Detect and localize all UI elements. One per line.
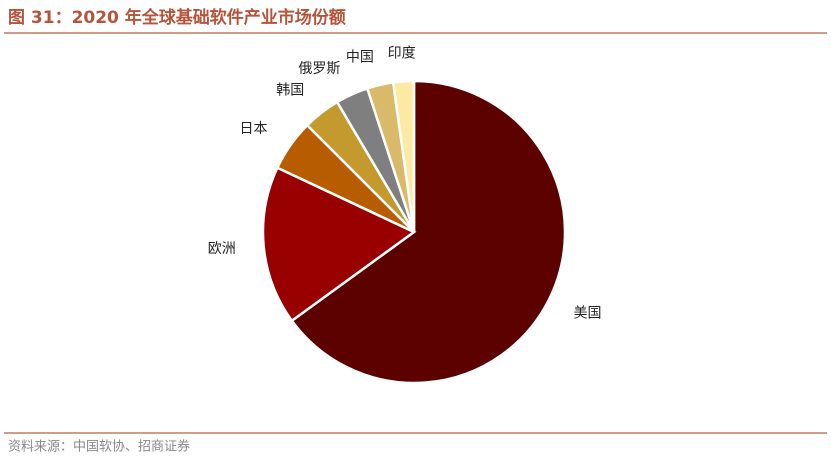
slice-label: 中国 [346, 50, 374, 66]
pie-slice [391, 79, 416, 233]
slice-label: 日本 [240, 121, 268, 137]
slice-label: 俄罗斯 [298, 61, 340, 77]
slice-label: 印度 [388, 45, 416, 61]
pie-slice [290, 79, 567, 385]
chart-title: 图 31：2020 年全球基础软件产业市场份额 [8, 7, 346, 28]
pie-slice [261, 166, 417, 323]
slice-label: 欧洲 [208, 241, 236, 257]
slice-label: 美国 [573, 305, 601, 321]
slice-label: 韩国 [276, 83, 304, 99]
source: 资料来源：中国软协、招商证券 [8, 439, 190, 455]
